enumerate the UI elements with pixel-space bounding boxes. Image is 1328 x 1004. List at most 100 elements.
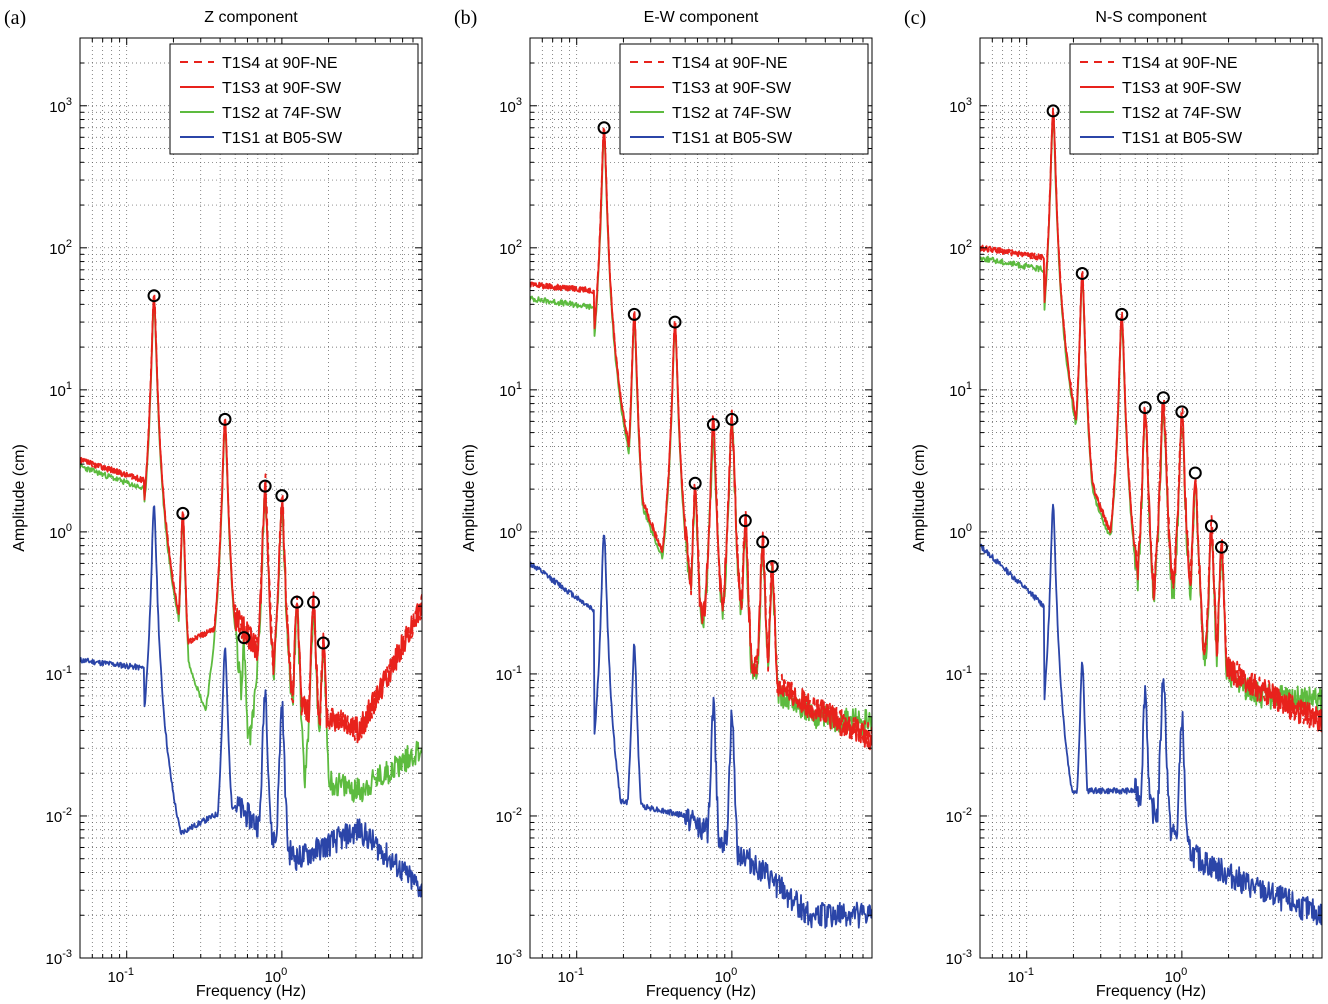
y-tick-label: 103 — [49, 96, 72, 116]
peak-marker — [237, 631, 251, 645]
y-tick-label: 10-2 — [46, 806, 72, 826]
y-tick-label: 10-3 — [46, 948, 72, 968]
y-tick-label: 103 — [949, 96, 972, 116]
y-axis-label: Amplitude (cm) — [911, 444, 928, 552]
peak-marker — [756, 535, 770, 549]
peak-marker — [1188, 466, 1202, 480]
series-line-t1s4 — [80, 292, 422, 743]
series-line-t1s3 — [980, 110, 1322, 733]
peak-marker — [1075, 266, 1089, 280]
panel-title: E-W component — [644, 9, 759, 26]
peak-marker — [176, 506, 190, 520]
y-tick-label: 102 — [49, 238, 72, 258]
legend-entry: T1S2 at 74F-SW — [672, 105, 792, 122]
y-tick-label: 100 — [49, 522, 72, 542]
peak-marker — [688, 476, 702, 490]
peak-marker — [706, 418, 720, 432]
legend: T1S4 at 90F-NE T1S3 at 90F-SW T1S2 at 74F-… — [1069, 43, 1319, 155]
y-tick-label: 10-3 — [496, 948, 522, 968]
y-tick-label: 103 — [499, 96, 522, 116]
peak-marker — [725, 412, 739, 426]
y-tick-label: 10-1 — [946, 664, 972, 684]
legend-entry: T1S3 at 90F-SW — [672, 80, 792, 97]
legend-entry: T1S1 at B05-SW — [672, 130, 793, 147]
grid-lines — [529, 37, 873, 959]
x-tick-label: 100 — [1164, 966, 1187, 986]
x-axis-label: Frequency (Hz) — [1096, 983, 1206, 1000]
series-line-t1s3 — [530, 129, 872, 751]
chart-panel-a: 10-3 10-2 10-1 100 101 102 103 10-1 100 Z compone… — [4, 7, 423, 1000]
legend-entry: T1S2 at 74F-SW — [1122, 105, 1242, 122]
series-line-t1s3 — [80, 295, 422, 744]
y-tick-label: 101 — [49, 380, 72, 400]
peak-marker — [1156, 391, 1170, 405]
peak-marker — [275, 489, 289, 503]
peak-marker — [1204, 519, 1218, 533]
x-tick-label: 10-1 — [107, 966, 133, 986]
peak-marker — [627, 307, 641, 321]
series-line-t1s2 — [530, 134, 872, 736]
peak-marker — [597, 121, 611, 135]
peak-marker — [765, 560, 779, 574]
peak-marker — [1115, 307, 1129, 321]
series-line-t1s2 — [980, 118, 1322, 713]
series-line-t1s4 — [980, 107, 1322, 733]
panel-title: Z component — [204, 9, 298, 26]
legend-entry: T1S1 at B05-SW — [1122, 130, 1243, 147]
y-tick-label: 100 — [949, 522, 972, 542]
legend-entry: T1S4 at 90F-NE — [222, 55, 338, 72]
series-line-t1s1 — [80, 505, 422, 898]
legend: T1S4 at 90F-NE T1S3 at 90F-SW T1S2 at 74F-… — [619, 43, 869, 155]
series-line-t1s1 — [980, 503, 1322, 926]
peak-marker — [290, 595, 304, 609]
y-tick-label: 100 — [499, 522, 522, 542]
peak-marker — [1175, 405, 1189, 419]
y-tick-label: 102 — [949, 238, 972, 258]
chart-panel-b: 10-3 10-2 10-1 100 101 102 103 10-1 100 E-W compo… — [454, 7, 873, 1000]
legend-entry: T1S3 at 90F-SW — [1122, 80, 1242, 97]
peak-marker — [258, 479, 272, 493]
peak-marker — [738, 514, 752, 528]
peak-marker — [147, 289, 161, 303]
axes-frame — [529, 37, 873, 959]
x-tick-label: 10-1 — [1007, 966, 1033, 986]
panel-title: N-S component — [1095, 9, 1207, 26]
y-tick-label: 10-1 — [46, 664, 72, 684]
x-tick-label: 100 — [264, 966, 287, 986]
legend-entry: T1S4 at 90F-NE — [672, 55, 788, 72]
chart-panel-c: 10-3 10-2 10-1 100 101 102 103 10-1 100 N-S compo… — [904, 7, 1323, 1000]
y-tick-label: 101 — [499, 380, 522, 400]
x-axis-label: Frequency (Hz) — [646, 983, 756, 1000]
y-tick-label: 102 — [499, 238, 522, 258]
peak-marker — [316, 636, 330, 650]
peak-marker — [1214, 540, 1228, 554]
y-tick-label: 10-2 — [946, 806, 972, 826]
peak-marker — [1046, 104, 1060, 118]
panel-label: (b) — [454, 7, 477, 29]
y-tick-label: 101 — [949, 380, 972, 400]
axes-frame — [79, 37, 423, 959]
x-axis-label: Frequency (Hz) — [196, 983, 306, 1000]
x-tick-label: 10-1 — [557, 966, 583, 986]
peak-marker — [218, 412, 232, 426]
peak-marker — [668, 315, 682, 329]
series-line-t1s1 — [530, 534, 872, 929]
legend-entry: T1S1 at B05-SW — [222, 130, 343, 147]
peak-marker — [1138, 401, 1152, 415]
series-line-t1s2 — [80, 301, 422, 803]
y-tick-label: 10-1 — [496, 664, 522, 684]
grid-lines — [979, 37, 1323, 959]
series-line-t1s4 — [530, 125, 872, 748]
panel-label: (a) — [4, 7, 26, 29]
axes-frame — [979, 37, 1323, 959]
legend: T1S4 at 90F-NE T1S3 at 90F-SW T1S2 at 74F-… — [169, 43, 419, 155]
legend-entry: T1S3 at 90F-SW — [222, 80, 342, 97]
y-tick-label: 10-2 — [496, 806, 522, 826]
panel-label: (c) — [904, 7, 926, 29]
y-axis-label: Amplitude (cm) — [11, 444, 28, 552]
x-tick-label: 100 — [714, 966, 737, 986]
legend-entry: T1S4 at 90F-NE — [1122, 55, 1238, 72]
peak-marker — [307, 595, 321, 609]
y-tick-label: 10-3 — [946, 948, 972, 968]
